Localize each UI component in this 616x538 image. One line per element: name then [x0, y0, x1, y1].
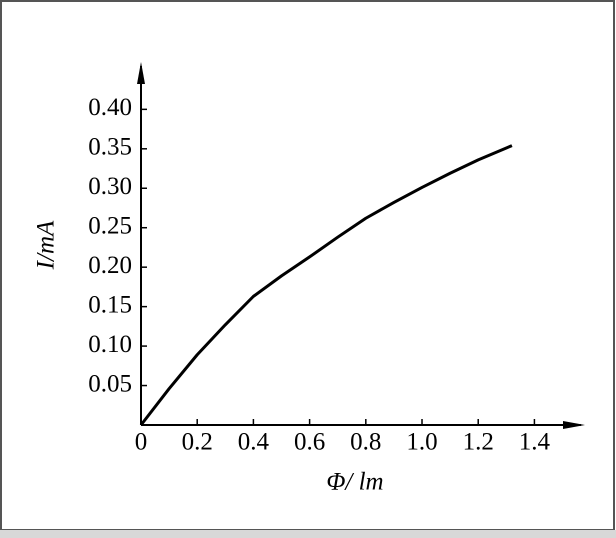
y-tick-label: 0.20: [88, 252, 132, 279]
bottom-bar: [0, 530, 616, 538]
y-tick-label: 0.25: [88, 212, 132, 239]
x-tick-label: 1.4: [519, 429, 551, 456]
y-axis-arrow: [137, 62, 145, 84]
x-tick-label: 1.2: [463, 429, 494, 456]
x-tick-label: 0.4: [238, 429, 270, 456]
y-tick-label: 0.40: [88, 94, 132, 121]
data-line: [139, 144, 513, 426]
x-tick-label: 1.0: [406, 429, 437, 456]
y-tick-label: 0.15: [88, 291, 132, 318]
x-tick-label: 0.2: [182, 429, 213, 456]
y-tick-label: 0.30: [88, 173, 132, 200]
x-tick-label: 0.8: [350, 429, 381, 456]
y-tick-label: 0.05: [88, 370, 132, 397]
x-tick-label: 0.6: [294, 429, 325, 456]
x-axis-label: Φ/ lm: [326, 469, 383, 496]
x-tick-label: 0: [135, 429, 148, 456]
y-axis-label: I/mA: [33, 220, 60, 270]
x-axis-arrow: [563, 421, 585, 429]
y-tick-label: 0.35: [88, 134, 132, 161]
y-tick-label: 0.10: [88, 331, 132, 358]
